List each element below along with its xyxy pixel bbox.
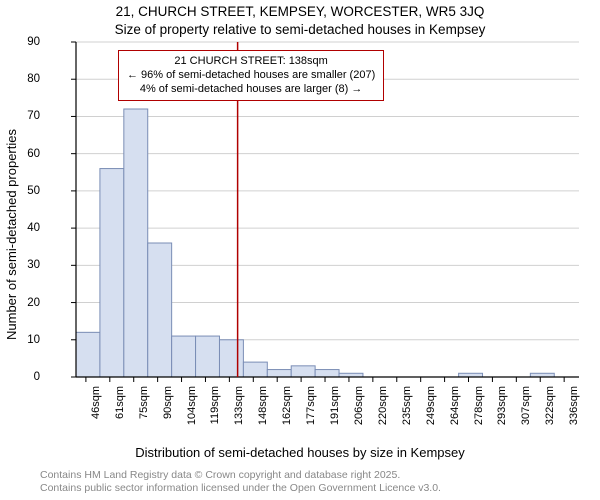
x-tick: 264sqm [449, 386, 461, 430]
x-tick: 46sqm [90, 386, 102, 430]
x-tick: 148sqm [257, 386, 269, 430]
x-tick: 90sqm [162, 386, 174, 430]
x-tick: 249sqm [425, 386, 437, 430]
attribution-line-2: Contains public sector information licen… [40, 482, 441, 496]
y-tick: 70 [27, 110, 40, 122]
attribution-text: Contains HM Land Registry data © Crown c… [40, 469, 441, 496]
x-tick: 322sqm [544, 386, 556, 430]
x-tick: 119sqm [209, 386, 221, 430]
y-tick: 10 [27, 334, 40, 346]
x-axis-label: Distribution of semi-detached houses by … [0, 445, 600, 460]
x-tick: 293sqm [496, 386, 508, 430]
y-tick: 20 [27, 297, 40, 309]
chart-title-line1: 21, CHURCH STREET, KEMPSEY, WORCESTER, W… [0, 4, 600, 19]
x-tick: 104sqm [186, 386, 198, 430]
x-tick: 220sqm [377, 386, 389, 430]
info-line-3: 4% of semi-detached houses are larger (8… [127, 83, 375, 97]
x-tick: 206sqm [353, 386, 365, 430]
y-tick: 80 [27, 73, 40, 85]
y-tick: 90 [27, 36, 40, 48]
y-tick: 30 [27, 259, 40, 271]
x-tick: 133sqm [233, 386, 245, 430]
chart-container: 21, CHURCH STREET, KEMPSEY, WORCESTER, W… [0, 0, 600, 500]
attribution-line-1: Contains HM Land Registry data © Crown c… [40, 469, 441, 483]
x-tick: 75sqm [138, 386, 150, 430]
chart-title-line2: Size of property relative to semi-detach… [0, 22, 600, 37]
x-tick: 336sqm [568, 386, 580, 430]
x-tick: 162sqm [281, 386, 293, 430]
info-line-1: 21 CHURCH STREET: 138sqm [127, 55, 375, 69]
info-line-2: ← 96% of semi-detached houses are smalle… [127, 69, 375, 83]
y-tick: 40 [27, 222, 40, 234]
y-tick: 0 [34, 371, 40, 383]
x-tick: 191sqm [329, 386, 341, 430]
x-tick: 307sqm [520, 386, 532, 430]
x-tick: 278sqm [473, 386, 485, 430]
x-tick: 61sqm [114, 386, 126, 430]
y-tick: 60 [27, 148, 40, 160]
y-axis-label: Number of semi-detached properties [4, 129, 19, 340]
y-tick: 50 [27, 185, 40, 197]
x-tick: 235sqm [401, 386, 413, 430]
x-tick: 177sqm [305, 386, 317, 430]
marker-info-box: 21 CHURCH STREET: 138sqm ← 96% of semi-d… [118, 50, 384, 101]
